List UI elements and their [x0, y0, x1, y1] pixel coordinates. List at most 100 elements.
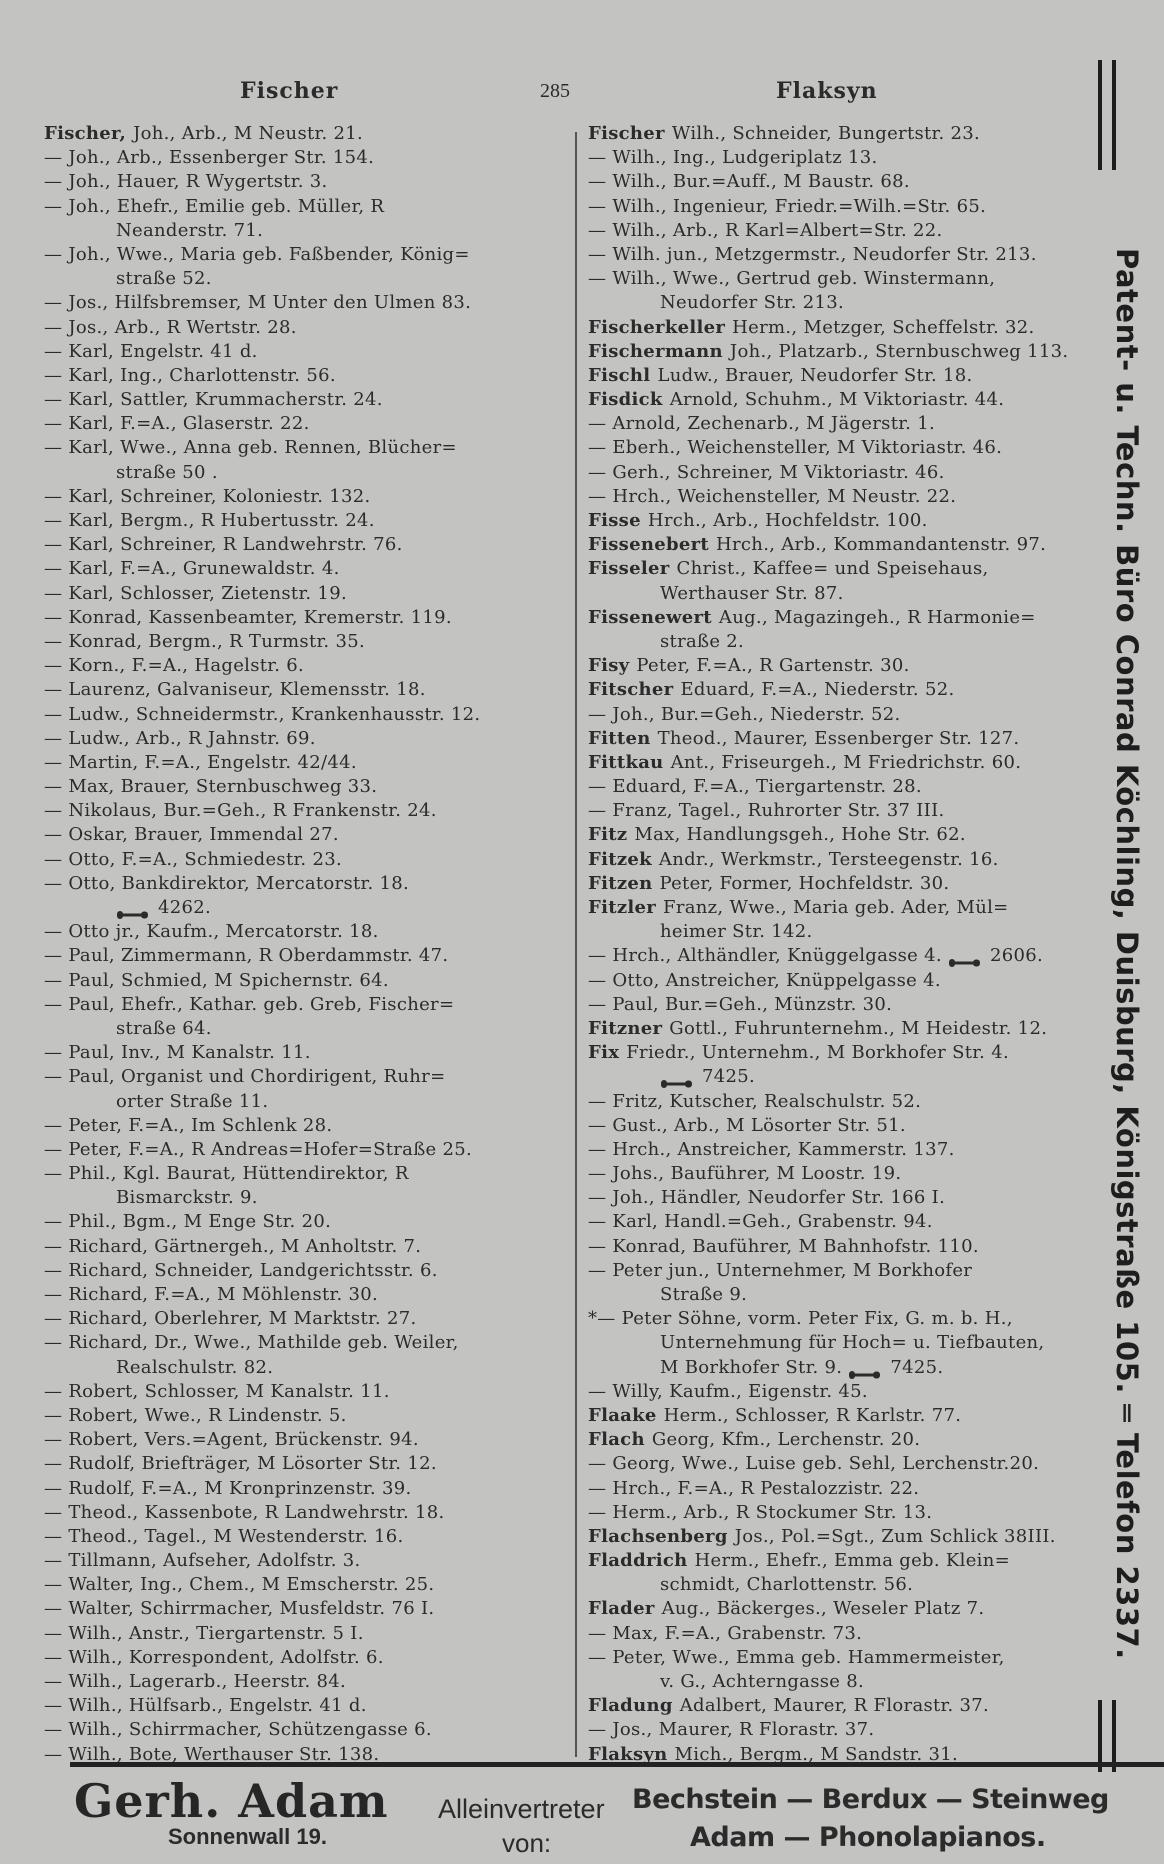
- directory-entry-line: — Wilh., Ing., Ludgeriplatz 13.: [588, 146, 1088, 170]
- directory-entry-line: — Joh., Arb., Essenberger Str. 154.: [44, 146, 564, 170]
- surname: Fisse: [588, 510, 641, 531]
- entry-text: Bismarckstr. 9.: [116, 1187, 258, 1209]
- directory-entry-line: — Robert, Wwe., R Lindenstr. 5.: [44, 1404, 564, 1428]
- entry-text: — Gerh., Schreiner, M Viktoriastr. 46.: [588, 461, 945, 483]
- entry-text: — Willy, Kaufm., Eigenstr. 45.: [588, 1380, 868, 1402]
- directory-entry-line: — Walter, Ing., Chem., M Emscherstr. 25.: [44, 1573, 564, 1597]
- directory-entry-line: — Eduard, F.=A., Tiergartenstr. 28.: [588, 775, 1088, 799]
- directory-entry-line: — Ludw., Arb., R Jahnstr. 69.: [44, 727, 564, 751]
- entry-text: — Theod., Kassenbote, R Landwehrstr. 18.: [44, 1501, 445, 1523]
- surname: Fitzen: [588, 872, 653, 894]
- entry-text: Straße 9.: [660, 1284, 748, 1305]
- entry-text: — Peter, F.=A., R Andreas=Hofer=Straße 2…: [44, 1138, 473, 1160]
- surname: Fladdrich: [588, 1550, 688, 1572]
- entry-continuation-line: Neanderstr. 71.: [44, 219, 564, 243]
- directory-entry-line: — Otto jr., Kaufm., Mercatorstr. 18.: [44, 920, 564, 944]
- entry-text: — Wilh., Ingenieur, Friedr.=Wilh.=Str. 6…: [588, 195, 987, 217]
- entry-text: — Jos., Hilfsbremser, M Unter den Ulmen …: [44, 292, 472, 314]
- entry-text: — Wilh., Bote, Werthauser Str. 138.: [44, 1743, 380, 1765]
- entry-text: — Robert, Vers.=Agent, Brückenstr. 94.: [44, 1429, 419, 1451]
- entry-text: — Karl, Sattler, Krummacherstr. 24.: [44, 389, 383, 411]
- directory-entry-line: — Richard, Dr., Wwe., Mathilde geb. Weil…: [44, 1331, 564, 1355]
- entry-text: Jos., Pol.=Sgt., Zum Schlick 38III.: [734, 1525, 1056, 1547]
- directory-entry-line: — Konrad, Bergm., R Turmstr. 35.: [44, 630, 564, 654]
- directory-entry-line: — Otto, Anstreicher, Knüppelgasse 4.: [588, 969, 1088, 993]
- directory-entry-line: — Jos., Arb., R Wertstr. 28.: [44, 316, 564, 340]
- directory-entry-line: — Peter, F.=A., Im Schlenk 28.: [44, 1114, 564, 1138]
- entry-text: — Rudolf, F.=A., M Kronprinzenstr. 39.: [44, 1477, 412, 1499]
- entry-text: — Theod., Tagel., M Westenderstr. 16.: [44, 1525, 404, 1547]
- directory-entry-line: — Jos., Hilfsbremser, M Unter den Ulmen …: [44, 291, 564, 315]
- directory-entry-line: — Korn., F.=A., Hagelstr. 6.: [44, 654, 564, 678]
- surname: Fischl: [588, 364, 651, 386]
- directory-entry-line: Fladdrich Herm., Ehefr., Emma geb. Klein=: [588, 1549, 1088, 1573]
- directory-entry-line: — Richard, Gärtnergeh., M Anholtstr. 7.: [44, 1235, 564, 1259]
- entry-text: — Georg, Wwe., Luise geb. Sehl, Lerchens…: [588, 1453, 1040, 1475]
- directory-entry-line: — Herm., Arb., R Stockumer Str. 13.: [588, 1501, 1088, 1525]
- directory-entry-line: — Paul, Schmied, M Spichernstr. 64.: [44, 969, 564, 993]
- entry-text: — Wilh., Korrespondent, Adolfstr. 6.: [44, 1646, 384, 1668]
- entry-continuation-line: straße 50 .: [44, 461, 564, 485]
- directory-entry-line: — Gerh., Schreiner, M Viktoriastr. 46.: [588, 461, 1088, 485]
- directory-entry-line: Fischerkeller Herm., Metzger, Scheffelstr…: [588, 316, 1088, 340]
- directory-entry-line: — Wilh., Bur.=Auff., M Baustr. 68.: [588, 170, 1088, 194]
- directory-entry-line: Fix Friedr., Unternehm., M Borkhofer Str.…: [588, 1041, 1088, 1065]
- directory-entry-line: — Konrad, Bauführer, M Bahnhofstr. 110.: [588, 1235, 1088, 1259]
- entry-text: straße 2.: [660, 630, 745, 652]
- entry-text: v. G., Achterngasse 8.: [660, 1671, 865, 1692]
- entry-text: — Ludw., Schneidermstr., Krankenhausstr.…: [44, 703, 481, 725]
- entry-text: — Herm., Arb., R Stockumer Str. 13.: [588, 1501, 933, 1523]
- entry-text: — Richard, Dr., Wwe., Mathilde geb. Weil…: [44, 1332, 459, 1354]
- directory-entry-line: — Karl, Engelstr. 41 d.: [44, 340, 564, 364]
- directory-entry-line: — Joh., Ehefr., Emilie geb. Müller, R: [44, 195, 564, 219]
- entry-continuation-line: Werthauser Str. 87.: [588, 582, 1088, 606]
- entry-text: — Hrch., Althändler, Knüggelgasse 4.: [588, 945, 942, 967]
- directory-entry-line: — Oskar, Brauer, Immendal 27.: [44, 823, 564, 847]
- entry-text: Arnold, Schuhm., M Viktoriastr. 44.: [669, 389, 1005, 411]
- entry-text: — Paul, Ehefr., Kathar. geb. Greb, Fisch…: [44, 993, 455, 1015]
- side-advertisement-banner: Patent- u. Techn. Büro Conrad Köchling, …: [1082, 60, 1156, 1790]
- telephone-handset-icon: [948, 951, 982, 968]
- entry-text: — Jos., Arb., R Wertstr. 28.: [44, 316, 297, 338]
- directory-entry-line: — Wilh., Korrespondent, Adolfstr. 6.: [44, 1646, 564, 1670]
- directory-entry-line: — Max, Brauer, Sternbuschweg 33.: [44, 775, 564, 799]
- entry-text: heimer Str. 142.: [660, 921, 813, 943]
- entry-text: — Walter, Schirrmacher, Musfeldstr. 76 I…: [44, 1598, 435, 1620]
- entry-continuation-line: straße 2.: [588, 630, 1088, 654]
- directory-entry-line: Flaake Herm., Schlosser, R Karlstr. 77.: [588, 1404, 1088, 1428]
- entry-text: — Richard, Oberlehrer, M Marktstr. 27.: [44, 1308, 417, 1330]
- entry-text: M Borkhofer Str. 9.: [660, 1356, 843, 1378]
- surname: Fitten: [588, 727, 651, 749]
- surname: Flader: [588, 1598, 655, 1620]
- entry-text: — Joh., Bur.=Geh., Niederstr. 52.: [588, 703, 901, 725]
- directory-entry-line: Fladung Adalbert, Maurer, R Florastr. 37.: [588, 1694, 1088, 1718]
- entry-text: schmidt, Charlottenstr. 56.: [660, 1574, 914, 1596]
- entry-text: Joh., Platzarb., Sternbuschweg 113.: [729, 340, 1069, 362]
- directory-entry-line: — Joh., Wwe., Maria geb. Faßbender, Köni…: [44, 243, 564, 267]
- entry-text: — Konrad, Bauführer, M Bahnhofstr. 110.: [588, 1235, 979, 1257]
- entry-text: Theod., Maurer, Essenberger Str. 127.: [657, 727, 1020, 749]
- directory-entry-line: — Paul, Inv., M Kanalstr. 11.: [44, 1041, 564, 1065]
- directory-entry-line: — Ludw., Schneidermstr., Krankenhausstr.…: [44, 703, 564, 727]
- directory-entry-line: Flaksyn Mich., Bergm., M Sandstr. 31.: [588, 1743, 1088, 1767]
- entry-text: Eduard, F.=A., Niederstr. 52.: [680, 679, 955, 701]
- entry-text: — Richard, Schneider, Landgerichtsstr. 6…: [44, 1259, 438, 1281]
- footer-rule: [70, 1762, 1164, 1767]
- entry-text: Georg, Kfm., Lerchenstr. 20.: [651, 1429, 921, 1451]
- directory-entry-line: — Otto, Bankdirektor, Mercatorstr. 18.: [44, 872, 564, 896]
- entry-text: Max, Handlungsgeh., Hohe Str. 62.: [634, 824, 966, 846]
- directory-entry-line: — Arnold, Zechenarb., M Jägerstr. 1.: [588, 412, 1088, 436]
- entry-text: — Paul, Organist und Chordirigent, Ruhr=: [44, 1066, 446, 1088]
- entry-text: Wilh., Schneider, Bungertstr. 23.: [671, 123, 981, 144]
- phone-number: 2606.: [989, 945, 1043, 967]
- brands-line-1: Bechstein — Berdux — Steinweg: [632, 1784, 1109, 1815]
- entry-continuation-line: Bismarckstr. 9.: [44, 1186, 564, 1210]
- entry-text: — Karl, Schlosser, Zietenstr. 19.: [44, 582, 347, 604]
- entry-text: — Joh., Händler, Neudorfer Str. 166 I.: [588, 1187, 946, 1209]
- directory-entry-line: — Karl, Handl.=Geh., Grabenstr. 94.: [588, 1210, 1088, 1234]
- directory-entry-line: — Franz, Tagel., Ruhrorter Str. 37 III.: [588, 799, 1088, 823]
- directory-entry-line: — Eberh., Weichensteller, M Viktoriastr.…: [588, 436, 1088, 460]
- entry-text: — Paul, Bur.=Geh., Münzstr. 30.: [588, 993, 893, 1015]
- directory-entry-line: — Wilh., Schirrmacher, Schützengasse 6.: [44, 1718, 564, 1742]
- entry-text: — Wilh., Arb., R Karl=Albert=Str. 22.: [588, 219, 943, 241]
